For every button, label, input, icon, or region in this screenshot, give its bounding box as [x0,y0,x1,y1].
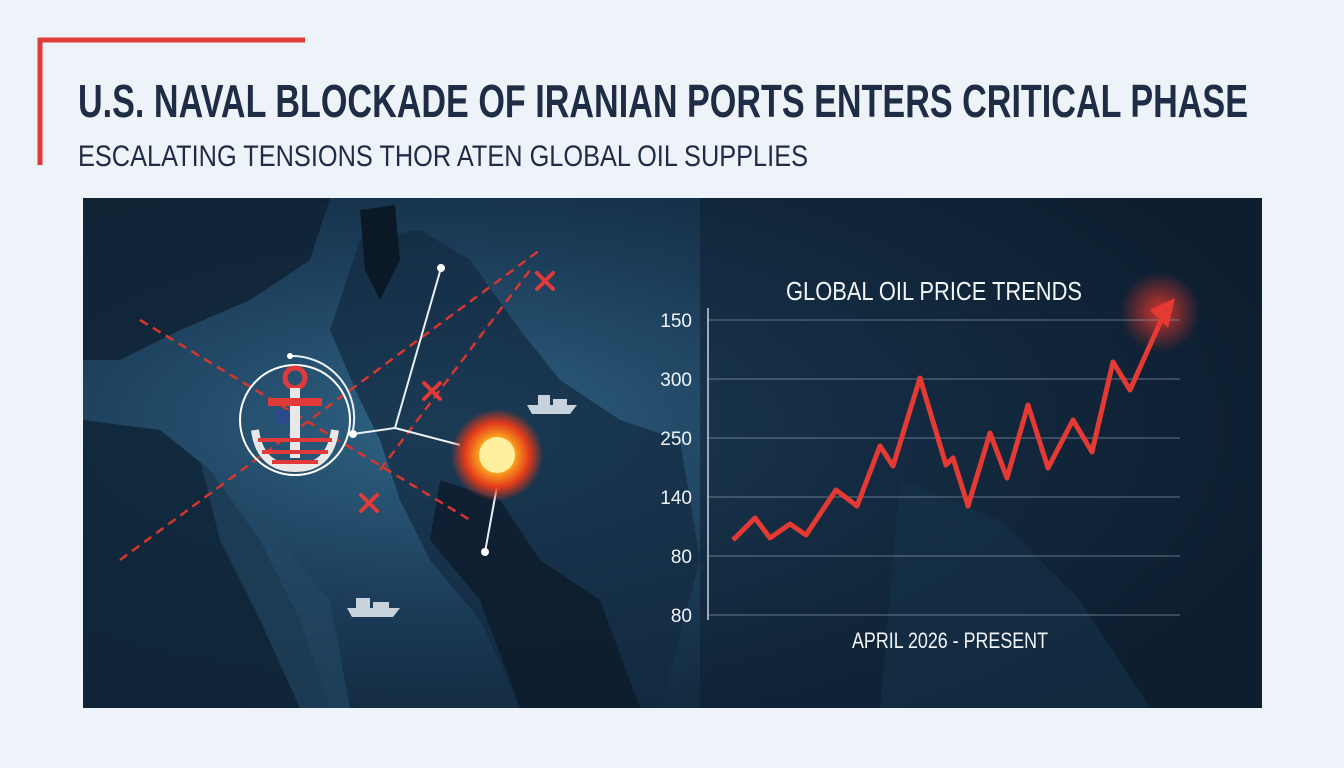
y-tick-label: 140 [660,488,692,509]
headline: U.S. NAVAL BLOCKADE OF IRANIAN PORTS ENT… [78,75,1248,127]
y-tick-label: 80 [671,547,692,568]
y-tick-label: 250 [660,429,692,450]
anchor-emblem [239,364,351,476]
oil-price-chart: 80 80 140 250 300 150 GLOBAL OIL PRICE TRENDS… [660,276,1180,653]
y-tick-label: 300 [660,370,692,391]
y-tick-label: 80 [671,606,692,627]
y-tick-label: 150 [660,311,692,332]
subheadline: ESCALATING TENSIONS THOR ATEN GLOBAL OIL… [78,140,808,173]
map-panel [83,198,1262,708]
trend-line [731,314,1166,542]
x-axis-label: APRIL 2026 - PRESENT [852,628,1048,653]
trend-arrow [1150,298,1175,328]
chart-title: GLOBAL OIL PRICE TRENDS [786,276,1082,306]
accent-bracket [37,37,305,165]
